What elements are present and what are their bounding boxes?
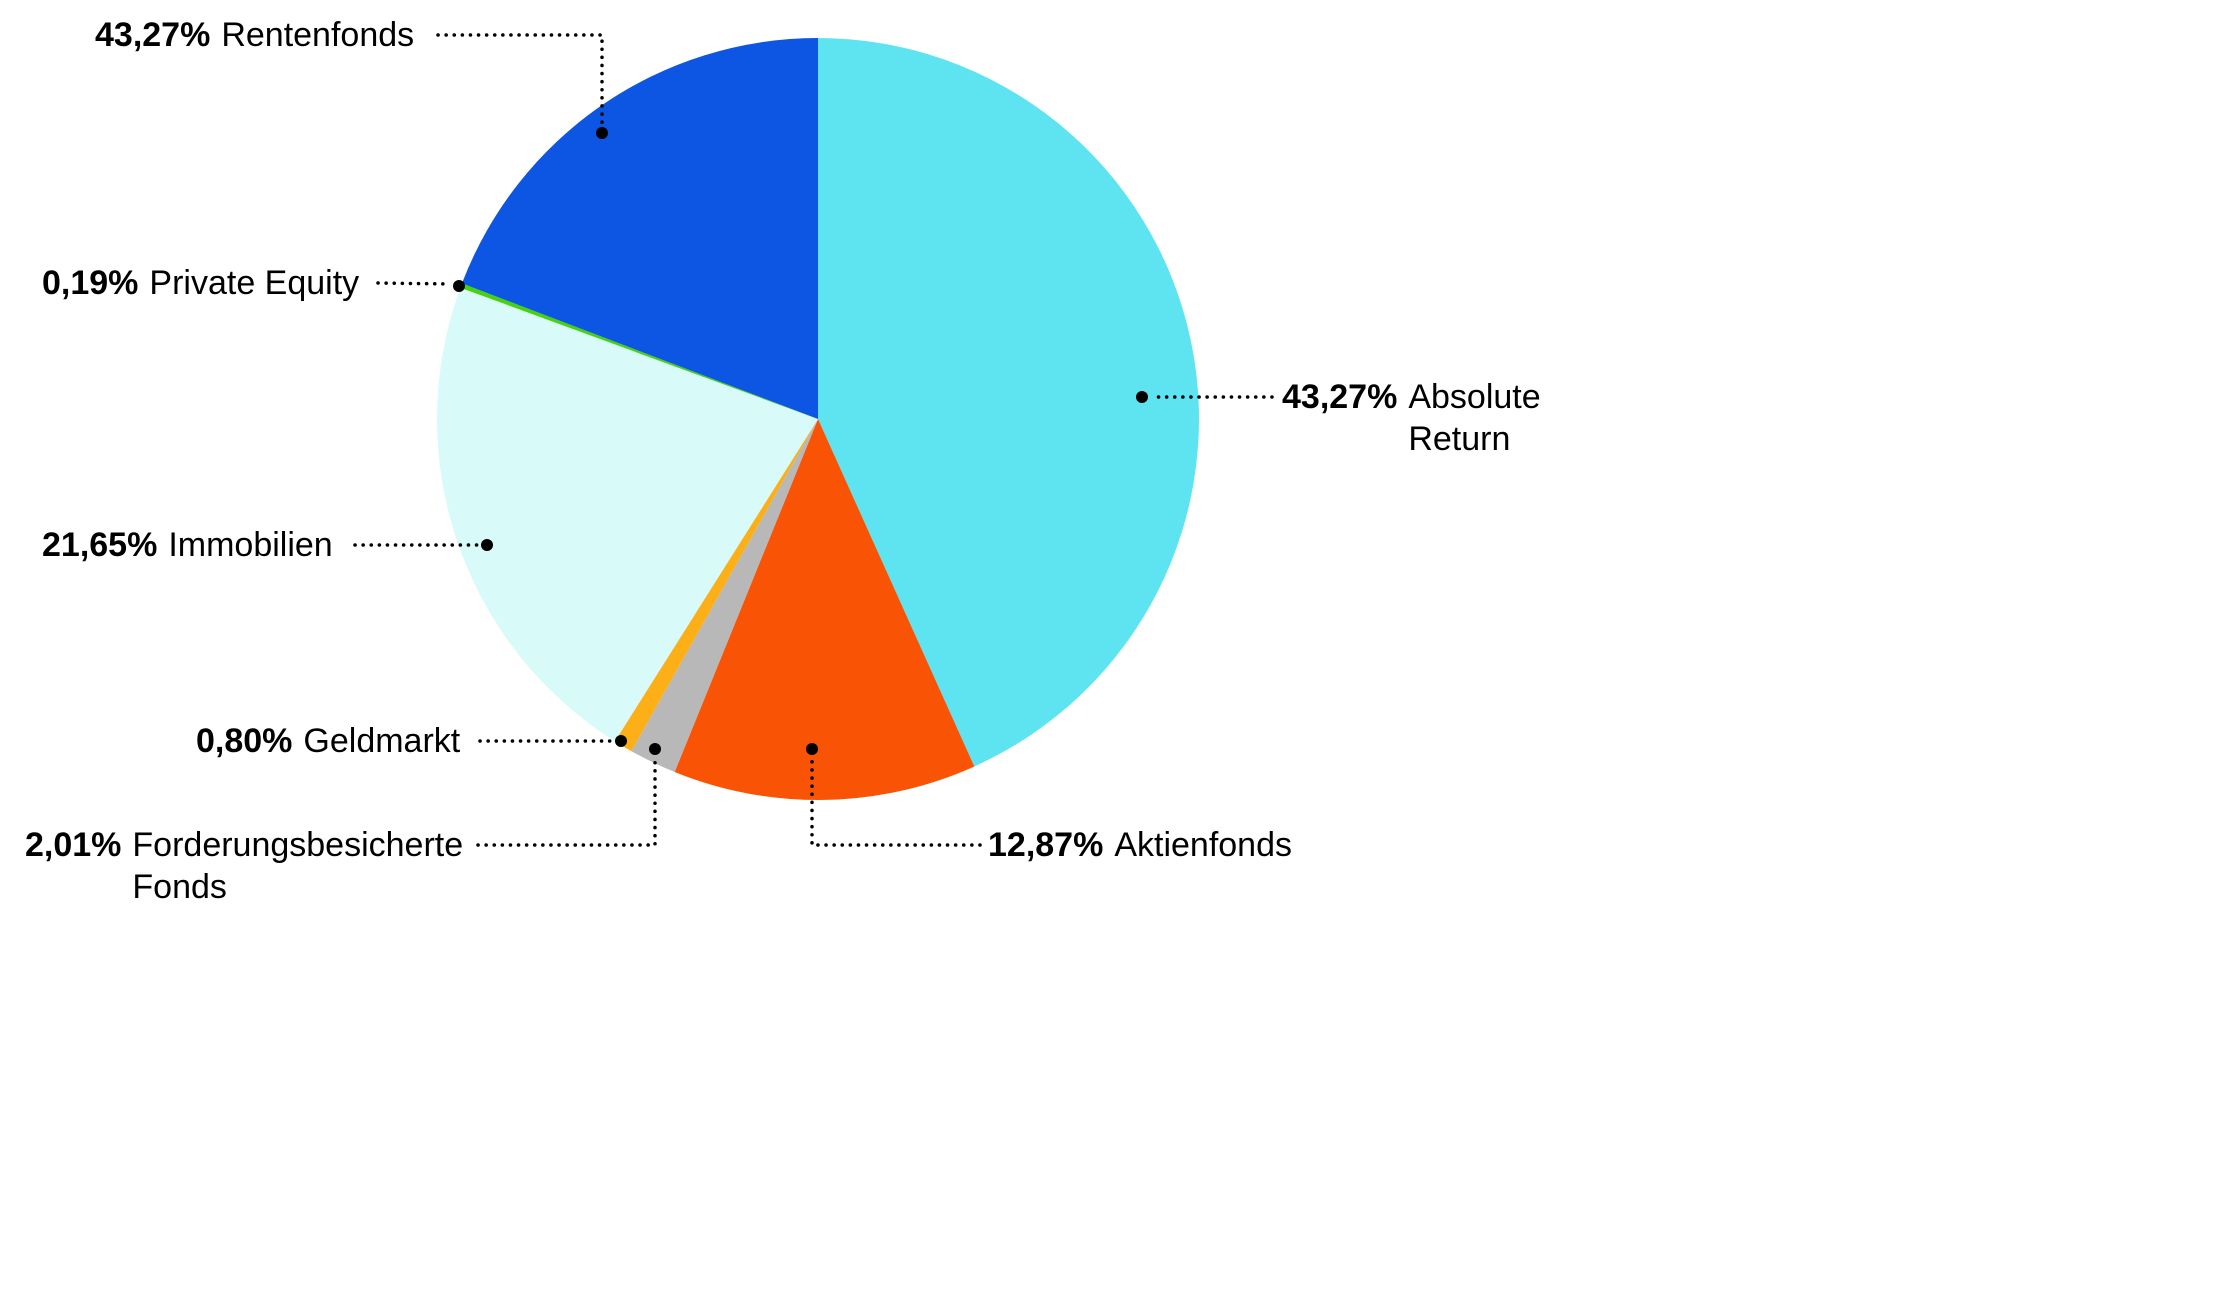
slice-percent: 43,27%	[1282, 378, 1398, 416]
slice-name: Forderungsbesicherte Fonds	[132, 826, 464, 906]
slice-label-immobilien: 21,65% Immobilien	[42, 524, 333, 566]
leader-line-aktienfonds	[810, 755, 982, 847]
slice-name: Private Equity	[149, 264, 360, 302]
leader-line-forderungsbesicherte-fonds	[476, 755, 657, 847]
leader-line-private-equity	[376, 281, 452, 286]
leader-line-rentenfonds	[436, 33, 604, 128]
slice-label-private-equity: 0,19% Private Equity	[42, 262, 359, 304]
slice-label-aktienfonds: 12,87% Aktienfonds	[988, 824, 1292, 866]
slice-label-rentenfonds: 43,27% Rentenfonds	[95, 14, 414, 56]
pie-slice-private-equity	[460, 283, 818, 419]
callout-dot-absolute-return	[1136, 391, 1148, 403]
slice-percent: 21,65%	[42, 526, 158, 564]
pie-slice-aktienfonds	[674, 419, 975, 801]
leader-lines	[353, 33, 1274, 847]
pie-slice-rentenfonds	[461, 38, 818, 419]
slice-percent: 0,80%	[196, 722, 293, 760]
slice-name: Absolute Return	[1408, 378, 1541, 458]
slice-percent: 12,87%	[988, 826, 1104, 864]
callout-dot-geldmarkt	[615, 735, 627, 747]
slice-name: Immobilien	[168, 526, 333, 564]
slice-percent: 43,27%	[95, 16, 211, 54]
callout-dot-forderungsbesicherte-fonds	[649, 743, 661, 755]
callout-dot-immobilien	[481, 539, 493, 551]
slice-name: Rentenfonds	[221, 16, 415, 54]
pie-slice-immobilien	[436, 287, 818, 742]
callout-dot-private-equity	[453, 280, 465, 292]
pie-slice-absolute-return	[818, 38, 1199, 767]
slice-percent: 2,01%	[25, 826, 122, 864]
slice-label-absolute-return: 43,27% Absolute Return	[1282, 376, 1558, 460]
slice-percent: 0,19%	[42, 264, 139, 302]
pie-slices	[436, 38, 1199, 801]
slice-name: Geldmarkt	[303, 722, 461, 760]
slice-name: Aktienfonds	[1114, 826, 1292, 864]
slice-label-forderungsbesicherte-fonds: 2,01% Forderungsbesicherte Fonds	[25, 824, 482, 908]
slice-label-geldmarkt: 0,80% Geldmarkt	[196, 720, 460, 762]
callout-dot-aktienfonds	[806, 743, 818, 755]
pie-slice-geldmarkt	[614, 419, 818, 752]
callout-dot-rentenfonds	[596, 127, 608, 139]
pie-slice-forderungsbesicherte-fonds	[631, 419, 818, 772]
